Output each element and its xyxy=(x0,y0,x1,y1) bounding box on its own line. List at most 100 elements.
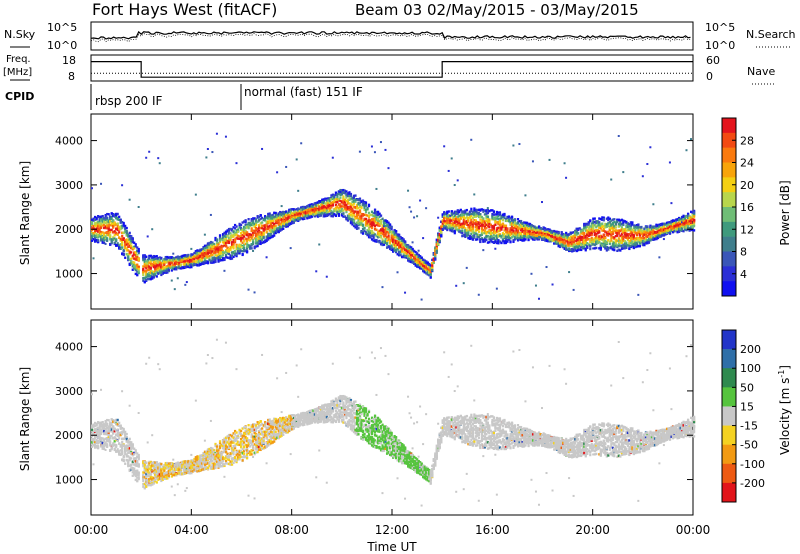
nave-tick-top: 60 xyxy=(706,54,720,67)
power-cell xyxy=(112,224,115,227)
power-cell xyxy=(282,212,285,215)
power-cell xyxy=(256,220,259,223)
power-cell xyxy=(173,262,176,265)
power-cell xyxy=(316,209,319,212)
power-cell xyxy=(212,251,216,254)
power-cell xyxy=(229,238,232,242)
power-cell xyxy=(252,242,255,246)
power-cell xyxy=(223,258,226,262)
power-cell xyxy=(333,209,336,212)
power-cell xyxy=(447,217,450,221)
power-cell xyxy=(479,209,482,212)
power-cell xyxy=(91,226,94,230)
power-cell xyxy=(453,230,456,233)
power-cell xyxy=(370,233,374,236)
power-cell xyxy=(124,256,127,259)
power-cell xyxy=(441,219,444,222)
power-cell xyxy=(450,157,453,160)
power-cell xyxy=(167,261,170,264)
power-cell xyxy=(408,252,411,255)
power-cell xyxy=(527,225,530,228)
power-cell xyxy=(291,208,294,211)
power-cell xyxy=(295,212,298,215)
power-cell xyxy=(221,252,225,255)
power-cell xyxy=(349,221,353,224)
power-cell xyxy=(489,209,493,212)
power-cell xyxy=(360,214,363,217)
power-cell xyxy=(325,197,328,200)
power-cell xyxy=(522,227,526,230)
power-cell xyxy=(349,194,353,198)
power-cell xyxy=(321,205,324,209)
power-cell xyxy=(235,225,238,228)
power-cell xyxy=(244,219,247,223)
power-cell xyxy=(348,212,351,216)
power-cell xyxy=(331,200,334,204)
power-cell xyxy=(476,233,479,236)
power-cell xyxy=(452,215,455,219)
power-cell xyxy=(539,235,542,239)
power-cell xyxy=(447,169,450,172)
power-cell xyxy=(249,239,252,242)
power-cell xyxy=(410,247,413,251)
power-cell xyxy=(107,229,110,233)
power-cell xyxy=(124,246,127,250)
power-cell xyxy=(385,224,389,227)
power-cell xyxy=(202,248,205,252)
power-cell xyxy=(367,232,371,235)
power-cell xyxy=(104,231,107,234)
power-cell xyxy=(211,248,214,251)
power-cell xyxy=(411,250,414,253)
power-cell xyxy=(485,217,488,220)
power-cell xyxy=(298,218,301,221)
power-cell xyxy=(166,266,169,269)
power-cell xyxy=(376,240,380,243)
power-cell xyxy=(221,236,225,240)
power-cell xyxy=(416,264,419,267)
power-cell xyxy=(461,227,464,230)
power-cell xyxy=(349,202,353,206)
power-cell xyxy=(125,238,128,241)
power-cell xyxy=(385,239,389,243)
power-cell xyxy=(226,235,229,238)
power-cell xyxy=(525,227,529,230)
power-cell xyxy=(312,211,315,214)
power-cell xyxy=(127,245,130,249)
power-cell xyxy=(280,225,283,228)
power-cell xyxy=(360,220,363,223)
power-cell xyxy=(432,258,435,261)
power-cell xyxy=(274,217,277,221)
power-cell xyxy=(211,260,214,263)
power-cell xyxy=(506,238,509,242)
power-cell xyxy=(381,240,384,243)
power-cell xyxy=(232,235,235,238)
power-cell xyxy=(355,203,359,207)
power-cell xyxy=(175,258,178,261)
power-cell xyxy=(342,209,345,212)
power-cell xyxy=(190,264,193,267)
power-cell xyxy=(518,227,521,230)
power-cell xyxy=(127,258,130,262)
power-cell xyxy=(369,232,372,235)
power-cell xyxy=(465,266,468,269)
power-cell xyxy=(486,207,489,210)
power-cell xyxy=(306,211,309,215)
power-cell xyxy=(232,252,235,255)
power-cell xyxy=(246,226,249,229)
power-cell xyxy=(375,210,378,214)
power-cell xyxy=(459,214,462,217)
power-cell xyxy=(444,212,447,216)
power-cell xyxy=(155,255,158,258)
power-cell xyxy=(285,210,288,214)
power-cell xyxy=(501,238,505,241)
power-cell xyxy=(273,216,276,219)
power-cell xyxy=(218,249,222,253)
power-cell xyxy=(229,246,232,249)
power-cell xyxy=(268,221,271,224)
power-cell xyxy=(334,209,338,212)
power-cell xyxy=(101,235,104,239)
power-cell xyxy=(205,252,208,256)
power-cell xyxy=(355,211,359,215)
power-cell xyxy=(179,260,182,263)
power-cell xyxy=(97,215,100,218)
